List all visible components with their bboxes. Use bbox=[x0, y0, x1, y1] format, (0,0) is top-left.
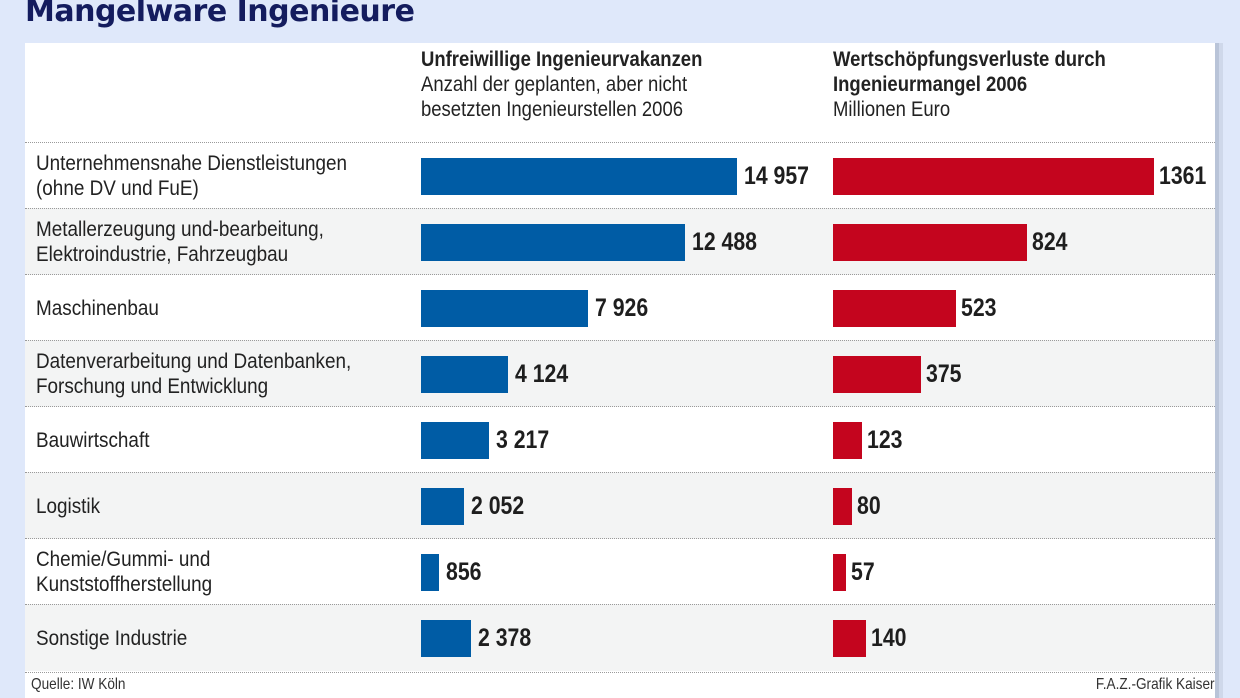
right-column-title-line1: Wertschöpfungsverluste durch bbox=[833, 48, 1106, 71]
right-column-title-line2: Ingenieurmangel 2006 bbox=[833, 73, 1028, 96]
category-label: Metallerzeugung und-bearbeitung, Elektro… bbox=[36, 218, 324, 266]
category-label: Datenverarbeitung und Datenbanken, Forsc… bbox=[36, 350, 352, 398]
chart-panel: Unfreiwillige Ingenieurvakanzen Anzahl d… bbox=[25, 43, 1215, 698]
vacancies-bar bbox=[421, 554, 440, 591]
vacancies-bar bbox=[421, 158, 737, 195]
vacancies-value-label: 3 217 bbox=[495, 426, 550, 454]
value-loss-bar bbox=[833, 620, 867, 657]
value-loss-value-label: 140 bbox=[871, 624, 907, 652]
table-row: Bauwirtschaft 3 217 123 bbox=[25, 406, 1215, 473]
vacancies-bar bbox=[421, 422, 489, 459]
source-note: Quelle: IW Köln bbox=[31, 676, 126, 693]
table-row: Chemie/Gummi- und Kunststoffherstellung 8… bbox=[25, 538, 1215, 605]
graphic-credit: F.A.Z.-Grafik Kaiser bbox=[1096, 676, 1215, 693]
value-loss-bar bbox=[833, 290, 957, 327]
right-column-subtitle: Millionen Euro bbox=[833, 98, 951, 121]
category-label: Unternehmensnahe Dienstleistungen (ohne … bbox=[36, 152, 348, 200]
vacancies-value-label: 2 052 bbox=[471, 492, 525, 520]
vacancies-bar bbox=[421, 488, 465, 525]
category-label: Chemie/Gummi- und Kunststoffherstellung bbox=[36, 548, 213, 596]
vacancies-bar bbox=[421, 224, 685, 261]
category-label: Maschinenbau bbox=[36, 296, 159, 320]
value-loss-value-label: 123 bbox=[867, 426, 903, 454]
category-label: Bauwirtschaft bbox=[36, 428, 150, 452]
right-column-header: Wertschöpfungsverluste durch Ingenieurma… bbox=[833, 47, 1220, 122]
vacancies-bar bbox=[421, 356, 509, 393]
left-column-subtitle-line1: Anzahl der geplanten, aber nicht bbox=[421, 73, 688, 96]
bottom-divider bbox=[25, 672, 1215, 673]
value-loss-value-label: 57 bbox=[851, 558, 876, 586]
table-row: Unternehmensnahe Dienstleistungen (ohne … bbox=[25, 142, 1215, 209]
vacancies-bar bbox=[421, 620, 472, 657]
vacancies-value-label: 12 488 bbox=[691, 228, 757, 256]
value-loss-bar bbox=[833, 158, 1154, 195]
value-loss-value-label: 375 bbox=[926, 360, 962, 388]
value-loss-bar bbox=[833, 554, 847, 591]
category-label: Sonstige Industrie bbox=[36, 626, 188, 650]
left-column-title: Unfreiwillige Ingenieurvakanzen bbox=[421, 48, 703, 71]
table-row: Sonstige Industrie 2 378 140 bbox=[25, 604, 1215, 671]
value-loss-value-label: 1361 bbox=[1159, 162, 1207, 190]
value-loss-value-label: 824 bbox=[1032, 228, 1068, 256]
table-row: Metallerzeugung und-bearbeitung, Elektro… bbox=[25, 208, 1215, 275]
chart-title: Mangelware Ingenieure bbox=[25, 0, 415, 29]
value-loss-value-label: 80 bbox=[856, 492, 881, 520]
left-column-header: Unfreiwillige Ingenieurvakanzen Anzahl d… bbox=[421, 47, 826, 122]
vacancies-bar bbox=[421, 290, 589, 327]
table-row: Logistik 2 052 80 bbox=[25, 472, 1215, 539]
value-loss-bar bbox=[833, 422, 862, 459]
category-label: Logistik bbox=[36, 494, 101, 518]
table-row: Maschinenbau 7 926 523 bbox=[25, 274, 1215, 341]
vacancies-value-label: 4 124 bbox=[515, 360, 569, 388]
value-loss-value-label: 523 bbox=[961, 294, 997, 322]
value-loss-bar bbox=[833, 356, 922, 393]
vacancies-value-label: 2 378 bbox=[478, 624, 532, 652]
vacancies-value-label: 856 bbox=[446, 558, 482, 586]
value-loss-bar bbox=[833, 224, 1028, 261]
value-loss-bar bbox=[833, 488, 852, 525]
table-row: Datenverarbeitung und Datenbanken, Forsc… bbox=[25, 340, 1215, 407]
vacancies-value-label: 14 957 bbox=[744, 162, 809, 190]
left-column-subtitle-line2: besetzten Ingenieurstellen 2006 bbox=[421, 98, 684, 121]
vacancies-value-label: 7 926 bbox=[595, 294, 649, 322]
